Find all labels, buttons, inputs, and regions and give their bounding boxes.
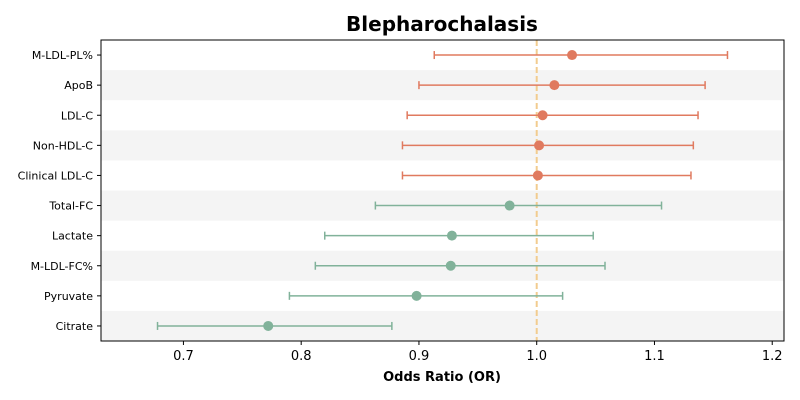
y-tick-label: M-LDL-PL% (32, 49, 93, 62)
x-axis-label: Odds Ratio (OR) (383, 370, 501, 385)
x-tick-label: 0.9 (409, 349, 430, 364)
estimate-point (504, 200, 515, 211)
y-tick-label: LDL-C (61, 109, 94, 122)
estimate-point (532, 170, 543, 181)
estimate-point (263, 320, 274, 331)
y-tick-label: Pyruvate (44, 290, 93, 303)
x-tick-label: 1.1 (644, 349, 665, 364)
x-tick-label: 1.2 (762, 349, 783, 364)
y-tick-label: ApoB (64, 79, 93, 92)
y-axis: M-LDL-PL% ApoB LDL-C Non-HDL-C Clinical LDL-… (18, 49, 101, 333)
estimate-point (411, 290, 422, 301)
estimate-point (537, 110, 548, 121)
x-axis: 0.7 0.8 0.9 1.0 1.1 1.2 (173, 341, 783, 364)
plot-frame (100, 39, 785, 342)
estimate-point (446, 230, 457, 241)
y-tick-label: Clinical LDL-C (18, 169, 94, 182)
estimate-point (445, 260, 456, 271)
x-tick-label: 0.7 (173, 349, 194, 364)
y-tick-label: M-LDL-FC% (31, 260, 93, 273)
x-tick-label: 1.0 (526, 349, 547, 364)
y-tick-label: Non-HDL-C (33, 139, 94, 152)
estimate-point (567, 50, 578, 61)
x-tick-label: 0.8 (291, 349, 312, 364)
chart-title: Blepharochalasis (346, 12, 538, 36)
estimate-point (534, 140, 545, 151)
y-tick-label: Citrate (56, 320, 94, 333)
y-tick-label: Total-FC (48, 200, 93, 213)
data-marks (156, 50, 729, 331)
y-tick-label: Lactate (52, 230, 93, 243)
estimate-point (549, 80, 560, 91)
